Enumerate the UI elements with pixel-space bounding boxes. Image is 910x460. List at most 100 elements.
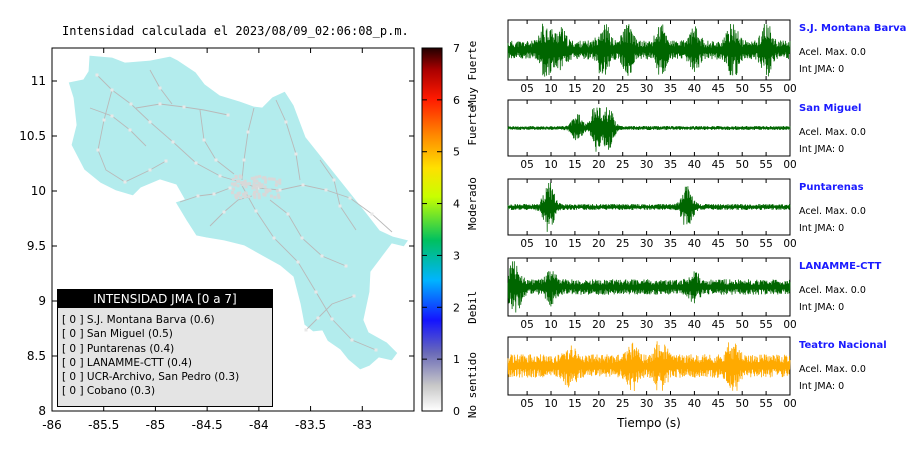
town-marker — [284, 120, 288, 124]
waveform-tick-label: 00 — [783, 238, 796, 250]
town-marker — [278, 188, 282, 192]
waveform-tick-label: 10 — [544, 398, 557, 410]
town-marker — [228, 186, 232, 190]
waveform-tick-label: 40 — [688, 83, 701, 95]
waveform-panels: 05 10 15 20 25 30 35 40 45 50 55 00 05 10 15 20 25 30 35 40… — [507, 19, 797, 430]
town-marker — [158, 86, 162, 90]
town-marker — [278, 181, 282, 185]
waveform-tick-label: 25 — [616, 238, 629, 250]
town-marker — [332, 178, 336, 182]
station-name: S.J. Montana Barva — [799, 23, 907, 34]
waveform-tick-label: 05 — [520, 238, 533, 250]
waveform-tick-label: 40 — [688, 319, 701, 331]
town-marker — [222, 210, 226, 214]
waveform-tick-label: 00 — [783, 319, 796, 331]
town-marker — [247, 194, 251, 198]
town-marker — [96, 148, 100, 152]
colorbar-category-label: Debil — [466, 291, 479, 324]
nicoya-inner-coast — [135, 184, 177, 207]
station-name: San Miguel — [799, 103, 862, 114]
town-marker — [129, 102, 133, 106]
waveform-tick-label: 10 — [544, 83, 557, 95]
town-marker — [236, 194, 240, 198]
waveform-trace — [507, 261, 791, 313]
waveform-tick-label: 35 — [664, 238, 677, 250]
waveform-tick-label: 55 — [759, 398, 772, 410]
waveform-tick-label: 45 — [712, 159, 725, 171]
town-marker — [234, 196, 238, 200]
station-jma-intensity: Int JMA: 0 — [799, 302, 845, 313]
waveform-tick-label: 10 — [544, 159, 557, 171]
map-y-tick-label: 8.5 — [27, 349, 46, 363]
town-marker — [241, 192, 245, 196]
town-marker — [300, 236, 304, 240]
town-marker — [256, 183, 260, 187]
waveform-tick-label: 35 — [664, 398, 677, 410]
town-marker — [344, 264, 348, 268]
town-marker — [264, 180, 268, 184]
waveform-tick-label: 10 — [544, 238, 557, 250]
town-marker — [278, 178, 282, 182]
waveform-tick-label: 20 — [592, 83, 605, 95]
station-max-acceleration: Acel. Max. 0.0 — [799, 285, 866, 296]
town-marker — [261, 176, 265, 180]
town-marker — [274, 183, 278, 187]
waveform-tick-label: 15 — [568, 398, 581, 410]
town-marker — [254, 179, 258, 183]
town-marker — [218, 174, 222, 178]
waveform-tick-label: 35 — [664, 319, 677, 331]
map-title: Intensidad calculada el 2023/08/09_02:06… — [62, 24, 409, 38]
town-marker — [348, 196, 352, 200]
colorbar-tick-label: 0 — [453, 405, 460, 418]
town-marker — [275, 180, 279, 184]
map-y-tick-label: 8 — [38, 404, 46, 418]
station-max-acceleration: Acel. Max. 0.0 — [799, 364, 866, 375]
legend-station-item: [ 0 ] S.J. Montana Barva (0.6) — [62, 314, 215, 326]
town-marker — [266, 188, 270, 192]
map-y-tick-label: 10.5 — [19, 129, 46, 143]
waveform-tick-label: 30 — [640, 238, 653, 250]
town-marker — [324, 188, 328, 192]
golfo-dulce-coast — [319, 330, 342, 370]
station-jma-intensity: Int JMA: 0 — [799, 223, 845, 234]
town-marker — [236, 191, 240, 195]
waveform-tick-label: 30 — [640, 319, 653, 331]
town-marker — [263, 176, 267, 180]
map-y-tick-label: 9 — [38, 294, 46, 308]
waveform-tick-label: 15 — [568, 319, 581, 331]
colorbar-category-label: Moderado — [466, 177, 479, 230]
map-x-tick-label: -84.5 — [192, 418, 223, 432]
town-marker — [164, 159, 168, 163]
town-marker — [226, 113, 230, 117]
town-marker — [234, 193, 238, 197]
town-marker — [254, 183, 258, 187]
town-marker — [95, 73, 99, 77]
waveform-tick-label: 25 — [616, 83, 629, 95]
waveform-tick-label: 00 — [783, 398, 796, 410]
waveform-tick-label: 25 — [616, 159, 629, 171]
colorbar-tick-label: 7 — [453, 42, 460, 55]
town-marker — [239, 181, 243, 185]
waveform-tick-label: 40 — [688, 398, 701, 410]
town-markers — [95, 73, 378, 352]
legend-station-item: [ 0 ] LANAMME-CTT (0.4) — [62, 356, 192, 369]
waveform-tick-label: 55 — [759, 238, 772, 250]
waveform-tick-label: 45 — [712, 319, 725, 331]
town-marker — [253, 190, 257, 194]
town-marker — [230, 191, 234, 195]
waveform-trace — [507, 23, 791, 77]
town-marker — [237, 179, 241, 183]
waveform-tick-label: 55 — [759, 83, 772, 95]
town-marker — [244, 191, 248, 195]
town-marker — [314, 290, 318, 294]
station-jma-intensity: Int JMA: 0 — [799, 144, 845, 155]
map-frame — [51, 47, 415, 412]
town-marker — [250, 176, 254, 180]
town-marker — [255, 175, 259, 179]
town-marker — [231, 187, 235, 191]
town-marker — [259, 184, 263, 188]
town-marker — [254, 209, 258, 213]
town-marker — [272, 236, 276, 240]
waveform-trace — [507, 341, 791, 392]
station-name: Puntarenas — [799, 182, 864, 193]
